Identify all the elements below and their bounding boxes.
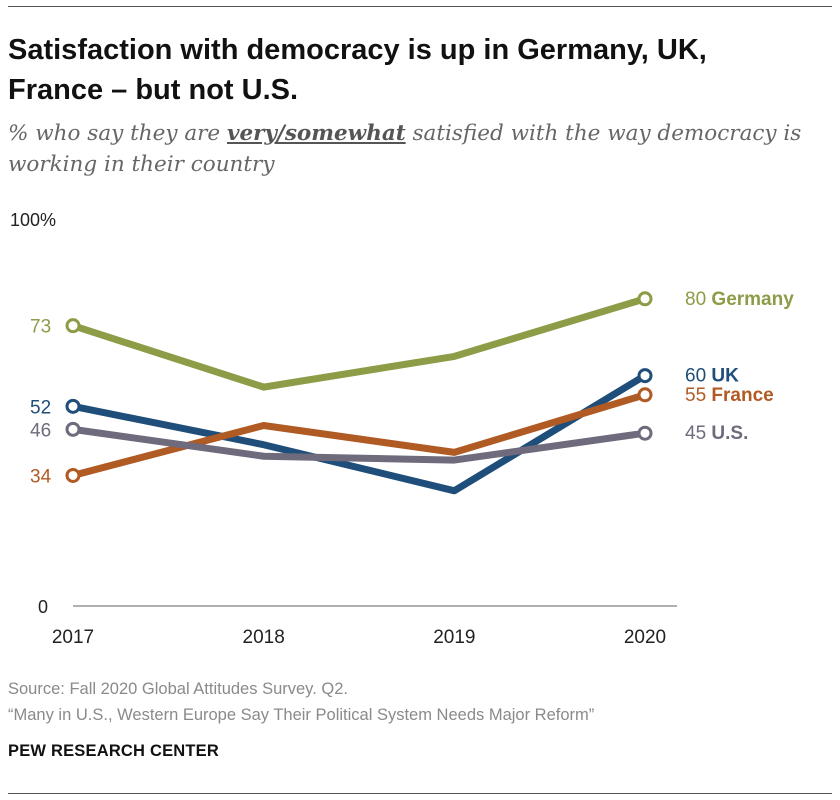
source-line-1: Source: Fall 2020 Global Attitudes Surve… (8, 680, 348, 698)
series-name-u-s: U.S. (711, 423, 748, 444)
series-line-u-s (69, 425, 649, 464)
series-name-germany: Germany (711, 289, 794, 310)
subtitle-suffix: satisfied with the way democracy is (405, 121, 802, 146)
start-value-label-u-s: 46 (30, 420, 51, 441)
series-line-germany (69, 295, 649, 391)
x-tick-label-2017: 2017 (52, 627, 94, 648)
point-marker-uk-2017 (65, 398, 81, 414)
series-line-france (69, 391, 649, 479)
subtitle-line-2: working in their country (8, 152, 275, 177)
x-tick-label-2020: 2020 (624, 627, 666, 648)
title-line-1: Satisfaction with democracy is up in Ger… (8, 34, 707, 66)
point-marker-uk-2020 (637, 368, 653, 384)
series-line-uk (69, 372, 649, 495)
end-value-u-s: 45 (685, 423, 711, 444)
bottom-rule (8, 793, 832, 794)
end-label-uk: 60 UK (685, 366, 739, 387)
point-marker-france-2017 (65, 467, 81, 483)
point-marker-u-s-2020 (637, 425, 653, 441)
brand-logo-text: PEW RESEARCH CENTER (8, 742, 219, 760)
end-label-france: 55 France (685, 385, 774, 406)
series-name-uk: UK (711, 366, 739, 387)
y-tick-label-top: 100% (10, 210, 56, 230)
point-marker-u-s-2017 (65, 421, 81, 437)
label-layer: 73 80 Germany 52 60 UK 34 55 France 46 45 U.S. (30, 289, 794, 488)
x-tick-label-2018: 2018 (243, 627, 285, 648)
end-value-uk: 60 (685, 366, 711, 387)
end-label-germany: 80 Germany (685, 289, 794, 310)
point-marker-france-2020 (637, 387, 653, 403)
subtitle-emphasis: very/somewhat (226, 121, 406, 146)
subtitle-prefix: % who say they are (8, 121, 227, 146)
subtitle-line-1: % who say they are very/somewhat satisfi… (8, 118, 828, 149)
y-tick-label-bottom: 0 (38, 597, 48, 617)
chart-subtitle: % who say they are very/somewhat satisfi… (8, 118, 828, 180)
title-line-2: France – but not U.S. (8, 74, 299, 106)
end-label-u-s: 45 U.S. (685, 423, 748, 444)
start-value-label-uk: 52 (30, 397, 51, 418)
top-rule (8, 6, 832, 7)
series-layer (65, 291, 653, 495)
end-value-france: 55 (685, 385, 711, 406)
point-marker-germany-2020 (637, 291, 653, 307)
point-marker-germany-2017 (65, 318, 81, 334)
source-line-2: “Many in U.S., Western Europe Say Their … (8, 706, 595, 724)
end-value-germany: 80 (685, 289, 711, 310)
series-name-france: France (711, 385, 773, 406)
source-note: Source: Fall 2020 Global Attitudes Surve… (8, 676, 594, 728)
x-tick-label-2019: 2019 (433, 627, 475, 648)
chart-title: Satisfaction with democracy is up in Ger… (8, 30, 808, 110)
start-value-label-france: 34 (30, 466, 52, 487)
start-value-label-germany: 73 (30, 317, 51, 338)
